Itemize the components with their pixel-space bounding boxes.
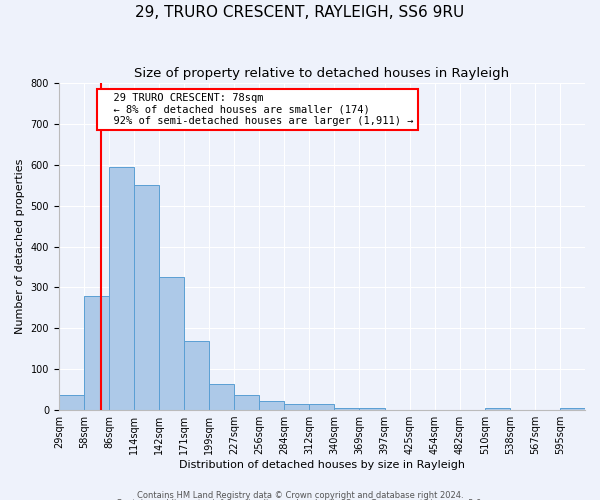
Bar [284, 404, 310, 410]
Bar [485, 408, 510, 410]
X-axis label: Distribution of detached houses by size in Rayleigh: Distribution of detached houses by size … [179, 460, 465, 470]
Bar [159, 277, 184, 410]
Bar [334, 408, 359, 410]
Title: Size of property relative to detached houses in Rayleigh: Size of property relative to detached ho… [134, 68, 509, 80]
Text: 29 TRURO CRESCENT: 78sqm
  ← 8% of detached houses are smaller (174)
  92% of se: 29 TRURO CRESCENT: 78sqm ← 8% of detache… [101, 93, 413, 126]
Bar [134, 186, 159, 410]
Bar [184, 340, 209, 410]
Text: 29, TRURO CRESCENT, RAYLEIGH, SS6 9RU: 29, TRURO CRESCENT, RAYLEIGH, SS6 9RU [136, 5, 464, 20]
Bar [109, 167, 134, 410]
Bar [59, 394, 84, 410]
Bar [234, 394, 259, 410]
Bar [209, 384, 234, 410]
Bar [310, 404, 334, 410]
Bar [259, 401, 284, 410]
Bar [84, 296, 109, 410]
Y-axis label: Number of detached properties: Number of detached properties [15, 159, 25, 334]
Bar [359, 408, 385, 410]
Bar [560, 408, 585, 410]
Text: Contains HM Land Registry data © Crown copyright and database right 2024.: Contains HM Land Registry data © Crown c… [137, 490, 463, 500]
